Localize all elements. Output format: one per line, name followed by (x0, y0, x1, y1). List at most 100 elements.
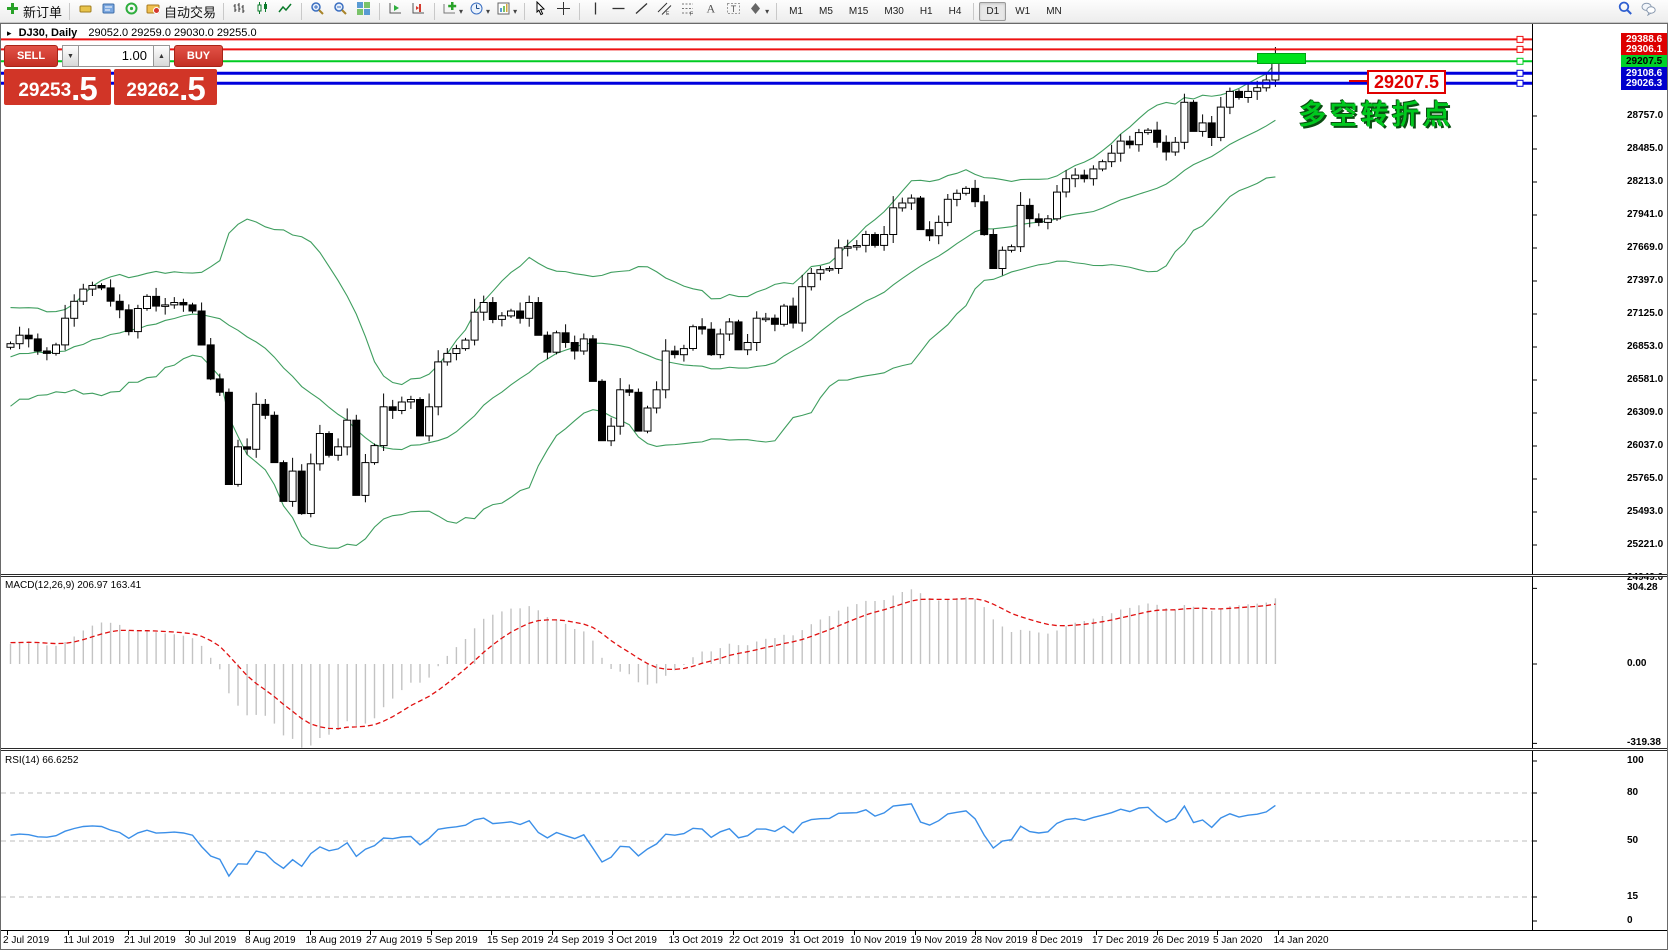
hline-handle[interactable] (1516, 45, 1524, 53)
date-tick (854, 931, 855, 935)
sell-price-tile[interactable]: 29253 .5 (4, 69, 111, 105)
auto-scroll-button[interactable] (384, 1, 407, 22)
volume-input[interactable]: 1.00 (79, 45, 153, 67)
timeframe-button-M30[interactable]: M30 (884, 5, 904, 17)
timeframe-button-M5[interactable]: M5 (819, 5, 833, 17)
price-axis-border (1532, 24, 1533, 930)
date-tick (914, 931, 916, 935)
date-label: 3 Oct 2019 (608, 935, 657, 946)
text-label-button[interactable]: T (722, 1, 745, 22)
indicators-button[interactable]: ▾ (439, 1, 466, 22)
line-chart-button[interactable] (274, 1, 297, 22)
hline-handle[interactable] (1516, 69, 1524, 77)
macd-chart[interactable] (1, 577, 1667, 751)
auto-trading-icon (146, 1, 161, 21)
arrows-button[interactable]: ▾ (745, 1, 772, 22)
fibonacci-icon: F (680, 1, 695, 21)
crosshair-button[interactable] (552, 1, 575, 22)
axis-label: 50 (1627, 835, 1639, 846)
price-chart[interactable] (1, 25, 1667, 576)
svg-text:E: E (666, 11, 670, 16)
rsi-line (10, 803, 1276, 878)
price-tag[interactable]: 29207.5 (1367, 70, 1447, 94)
price-line-badge: 29026.3 (1621, 76, 1667, 90)
hline-handle[interactable] (1516, 79, 1524, 87)
axis-label: 24949.0 (1627, 572, 1664, 583)
templates-icon (496, 1, 511, 21)
rsi-chart[interactable] (1, 751, 1667, 931)
auto-trading-button[interactable]: 自动交易 (143, 1, 219, 22)
timeframe-toolbar: M1 M5 M15 M30 H1 H4 D1 W1 MN (781, 1, 1070, 21)
fibonacci-button[interactable]: F (676, 1, 699, 22)
rsi-label: RSI(14) 66.6252 (5, 755, 79, 766)
templates-button[interactable]: ▾ (493, 1, 520, 22)
timeframe-button-H4[interactable]: H4 (948, 5, 962, 17)
current-price-highlight-box[interactable] (1257, 53, 1306, 64)
date-label: 18 Aug 2019 (305, 935, 362, 946)
timeframe-button-W1[interactable]: W1 (1015, 5, 1031, 17)
new-order-button[interactable]: 新订单 (2, 1, 65, 22)
date-label: 24 Sep 2019 (547, 935, 605, 946)
volume-decrease-button[interactable]: ▼ (62, 45, 79, 67)
cursor-button[interactable] (529, 0, 552, 22)
channel-icon: E (657, 1, 672, 21)
date-tick (612, 931, 613, 935)
navigator-button[interactable] (120, 1, 143, 22)
zoom-out-button[interactable] (329, 1, 352, 22)
date-label: 30 Jul 2019 (184, 935, 237, 946)
market-watch-button[interactable] (74, 1, 97, 22)
date-label: 8 Dec 2019 (1031, 935, 1083, 946)
bar-chart-icon (232, 1, 247, 21)
chart-shift-button[interactable] (407, 1, 430, 22)
hline-handle[interactable] (1516, 35, 1524, 43)
zoom-in-button[interactable] (306, 1, 329, 22)
price-line-badge: 29306.1 (1621, 42, 1667, 56)
date-tick (128, 931, 129, 935)
chart-window: ▸ DJ30, Daily 29052.0 29259.0 29030.0 29… (0, 23, 1668, 950)
panel-separator-macd[interactable] (1, 574, 1667, 577)
trendline-button[interactable] (630, 1, 653, 22)
tile-windows-button[interactable] (352, 1, 375, 22)
date-label: 21 Jul 2019 (124, 935, 176, 946)
buy-price-tile[interactable]: 29262 .5 (114, 69, 217, 105)
periods-button[interactable]: ▾ (466, 1, 493, 22)
search-button[interactable] (1614, 1, 1637, 22)
bar-chart-button[interactable] (228, 1, 251, 22)
horizontal-line-button[interactable] (607, 1, 630, 22)
buy-button[interactable]: BUY (174, 45, 223, 67)
text-icon: A (703, 1, 718, 21)
date-tick (975, 931, 976, 935)
axis-label: 28485.0 (1627, 142, 1664, 154)
timeframe-button-D1[interactable]: D1 (979, 1, 1007, 21)
timeframe-button-M1[interactable]: M1 (789, 5, 803, 17)
sell-price-frac: .5 (71, 70, 98, 107)
date-tick (733, 931, 734, 935)
axis-label: 26037.0 (1627, 439, 1664, 451)
data-window-button[interactable] (97, 1, 120, 22)
timeframe-button-M15[interactable]: M15 (848, 5, 869, 17)
vertical-line-button[interactable] (584, 1, 607, 22)
volume-increase-button[interactable]: ▲ (153, 45, 170, 67)
toolbar-separator (301, 2, 303, 20)
timeframe-button-H1[interactable]: H1 (919, 5, 933, 17)
navigator-icon (124, 1, 139, 21)
toolbar-separator (973, 2, 975, 20)
axis-label: 0.00 (1627, 658, 1647, 669)
candlestick-chart-button[interactable] (251, 1, 274, 22)
window-collapse-icon[interactable]: ▸ (7, 28, 12, 38)
axis-label: 26309.0 (1627, 406, 1664, 418)
time-axis[interactable]: 2 Jul 2019 11 Jul 2019 21 Jul 2019 30 Jul 2… (1, 930, 1667, 949)
axis-label: 0 (1627, 915, 1633, 926)
axis-label: 28757.0 (1627, 109, 1664, 121)
chat-button[interactable] (1637, 1, 1660, 22)
hline-handle[interactable] (1516, 57, 1524, 65)
macd-histogram (9, 589, 1277, 748)
chart-shift-icon (411, 1, 426, 21)
sell-button[interactable]: SELL (4, 45, 58, 67)
timeframe-button-MN[interactable]: MN (1046, 5, 1062, 17)
text-button[interactable]: A (699, 1, 722, 22)
axis-label: 304.28 (1627, 582, 1658, 594)
equidistant-channel-button[interactable]: E (653, 1, 676, 22)
panel-separator-rsi[interactable] (1, 748, 1667, 751)
date-tick (309, 931, 311, 935)
